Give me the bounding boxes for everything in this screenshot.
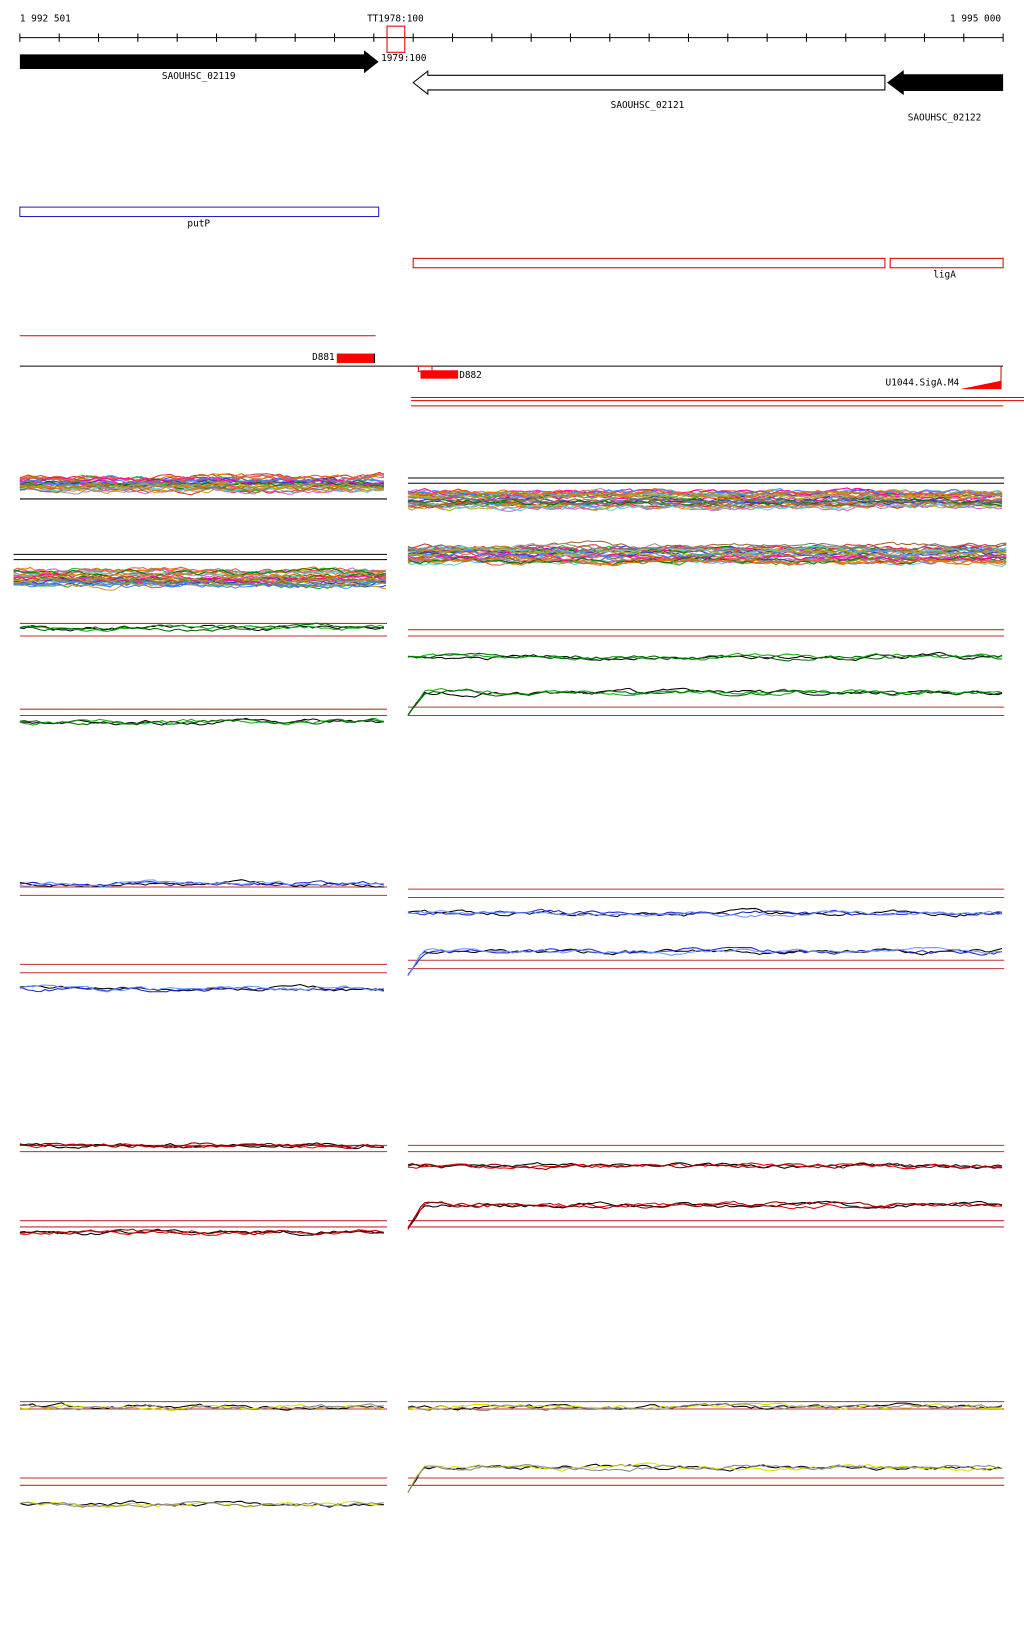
signal-trace <box>19 880 385 887</box>
signal-trace <box>407 487 1003 498</box>
gene-arrow <box>19 50 379 74</box>
signal-trace <box>407 490 1003 501</box>
feature-box <box>19 206 380 218</box>
signal-trace <box>407 1162 1003 1170</box>
signal-trace <box>13 570 387 579</box>
signal-trace <box>19 481 384 492</box>
signal-trace <box>407 496 1003 506</box>
feature-box <box>889 257 1004 269</box>
signal-trace <box>19 1143 384 1149</box>
feature-triangle <box>960 380 1002 390</box>
signal-trace <box>19 718 384 726</box>
signal-trace <box>407 551 1007 562</box>
signal-trace <box>407 548 1007 559</box>
signal-trace <box>19 1228 384 1237</box>
gene-label: SAOUHSC_02122 <box>908 113 982 124</box>
marker-label: TT1978:100 <box>367 13 424 24</box>
signal-trace <box>19 1142 384 1149</box>
signal-trace <box>19 1500 384 1508</box>
feature-box <box>420 370 459 379</box>
feature-label: putP <box>187 218 210 229</box>
signal-trace <box>407 652 1003 662</box>
signal-trace <box>407 501 1003 512</box>
ruler-start: 1 992 501 <box>20 13 71 24</box>
signal-trace <box>407 947 1003 977</box>
gene-arrow <box>412 70 886 96</box>
signal-trace <box>407 549 1007 561</box>
signal-trace <box>19 622 385 632</box>
gene-label: SAOUHSC_02121 <box>611 100 685 111</box>
signal-trace <box>19 484 385 494</box>
signal-trace <box>407 910 1003 918</box>
signal-trace <box>407 652 1003 661</box>
tracks: 1 992 501 1 995 000 TT1978:100 1979:100 … <box>13 13 1024 1509</box>
signal-trace <box>19 1403 384 1412</box>
signal-trace <box>19 483 384 494</box>
signal-trace <box>13 567 387 577</box>
signal-trace <box>19 624 384 632</box>
signal-trace <box>407 1464 1003 1493</box>
signal-trace <box>407 908 1003 916</box>
signal-trace <box>19 879 384 888</box>
signal-trace <box>407 555 1007 567</box>
signal-trace <box>19 984 385 993</box>
feature-box <box>412 257 886 269</box>
signal-trace <box>407 688 1003 716</box>
gene-arrow <box>887 70 1004 96</box>
gene-label: SAOUHSC_02119 <box>162 71 236 82</box>
signal-trace <box>407 547 1007 558</box>
signal-trace <box>19 483 385 493</box>
signal-trace <box>407 488 1003 500</box>
signal-trace <box>19 1403 384 1411</box>
signal-trace <box>407 946 1003 975</box>
signal-trace <box>407 502 1003 512</box>
signal-trace <box>407 542 1007 553</box>
signal-trace <box>19 476 384 486</box>
signal-trace <box>13 575 387 584</box>
signal-trace <box>13 579 387 589</box>
signal-trace <box>407 1200 1003 1229</box>
marker-label: 1979:100 <box>381 53 427 64</box>
marker-box <box>386 25 406 53</box>
feature-label: D881 <box>312 352 335 363</box>
feature-label: D882 <box>459 370 482 381</box>
signal-trace <box>407 651 1003 662</box>
ruler-end: 1 995 000 <box>950 13 1001 24</box>
feature-label: ligA <box>933 270 956 281</box>
signal-trace <box>19 473 384 483</box>
signal-trace <box>407 1201 1003 1228</box>
signal-trace <box>19 1228 385 1236</box>
signal-trace <box>407 1200 1003 1230</box>
feature-label: U1044.SigA.M4 <box>886 377 960 388</box>
signal-trace <box>407 1402 1003 1412</box>
ruler-ticks <box>19 33 1004 42</box>
signal-trace <box>407 500 1003 511</box>
signal-traces <box>13 471 1007 1509</box>
feature-box <box>336 353 375 363</box>
signal-trace <box>407 1162 1003 1171</box>
signal-trace <box>19 717 384 726</box>
signal-trace <box>13 572 386 584</box>
signal-trace <box>19 986 384 993</box>
